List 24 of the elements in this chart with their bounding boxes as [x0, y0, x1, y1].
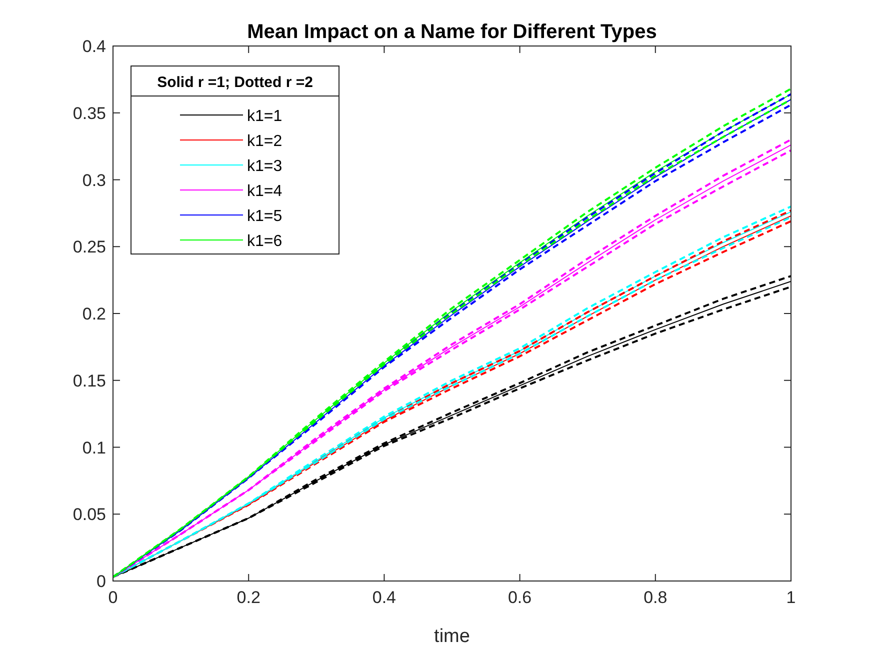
x-tick-label: 1	[786, 588, 796, 607]
y-tick-label: 0.2	[82, 304, 106, 324]
x-tick-label: 0.8	[644, 588, 668, 607]
y-tick-label: 0.25	[72, 238, 106, 257]
x-tick-label: 0.6	[508, 588, 532, 607]
y-tick-label: 0.35	[72, 104, 106, 123]
x-tick-label: 0.2	[236, 588, 260, 607]
legend-label: k1=5	[247, 208, 282, 225]
chart-title: Mean Impact on a Name for Different Types	[247, 21, 657, 43]
x-axis-title: time	[434, 626, 470, 647]
legend-label: k1=1	[247, 108, 282, 125]
y-tick-label: 0.05	[72, 505, 106, 524]
legend-label: k1=3	[247, 158, 282, 175]
x-tick-label: 0.4	[372, 588, 396, 607]
y-tick-label: 0.3	[82, 170, 106, 190]
y-tick-label: 0.1	[82, 438, 106, 458]
y-tick-label: 0.15	[72, 371, 106, 390]
x-tick-label: 0	[108, 588, 118, 607]
legend-label: k1=2	[247, 133, 282, 150]
legend-label: k1=6	[247, 233, 282, 250]
legend-label: k1=4	[247, 183, 282, 200]
legend-title: Solid r =1; Dotted r =2	[157, 74, 313, 91]
y-tick-label: 0	[96, 572, 106, 591]
y-tick-label: 0.4	[82, 37, 106, 56]
